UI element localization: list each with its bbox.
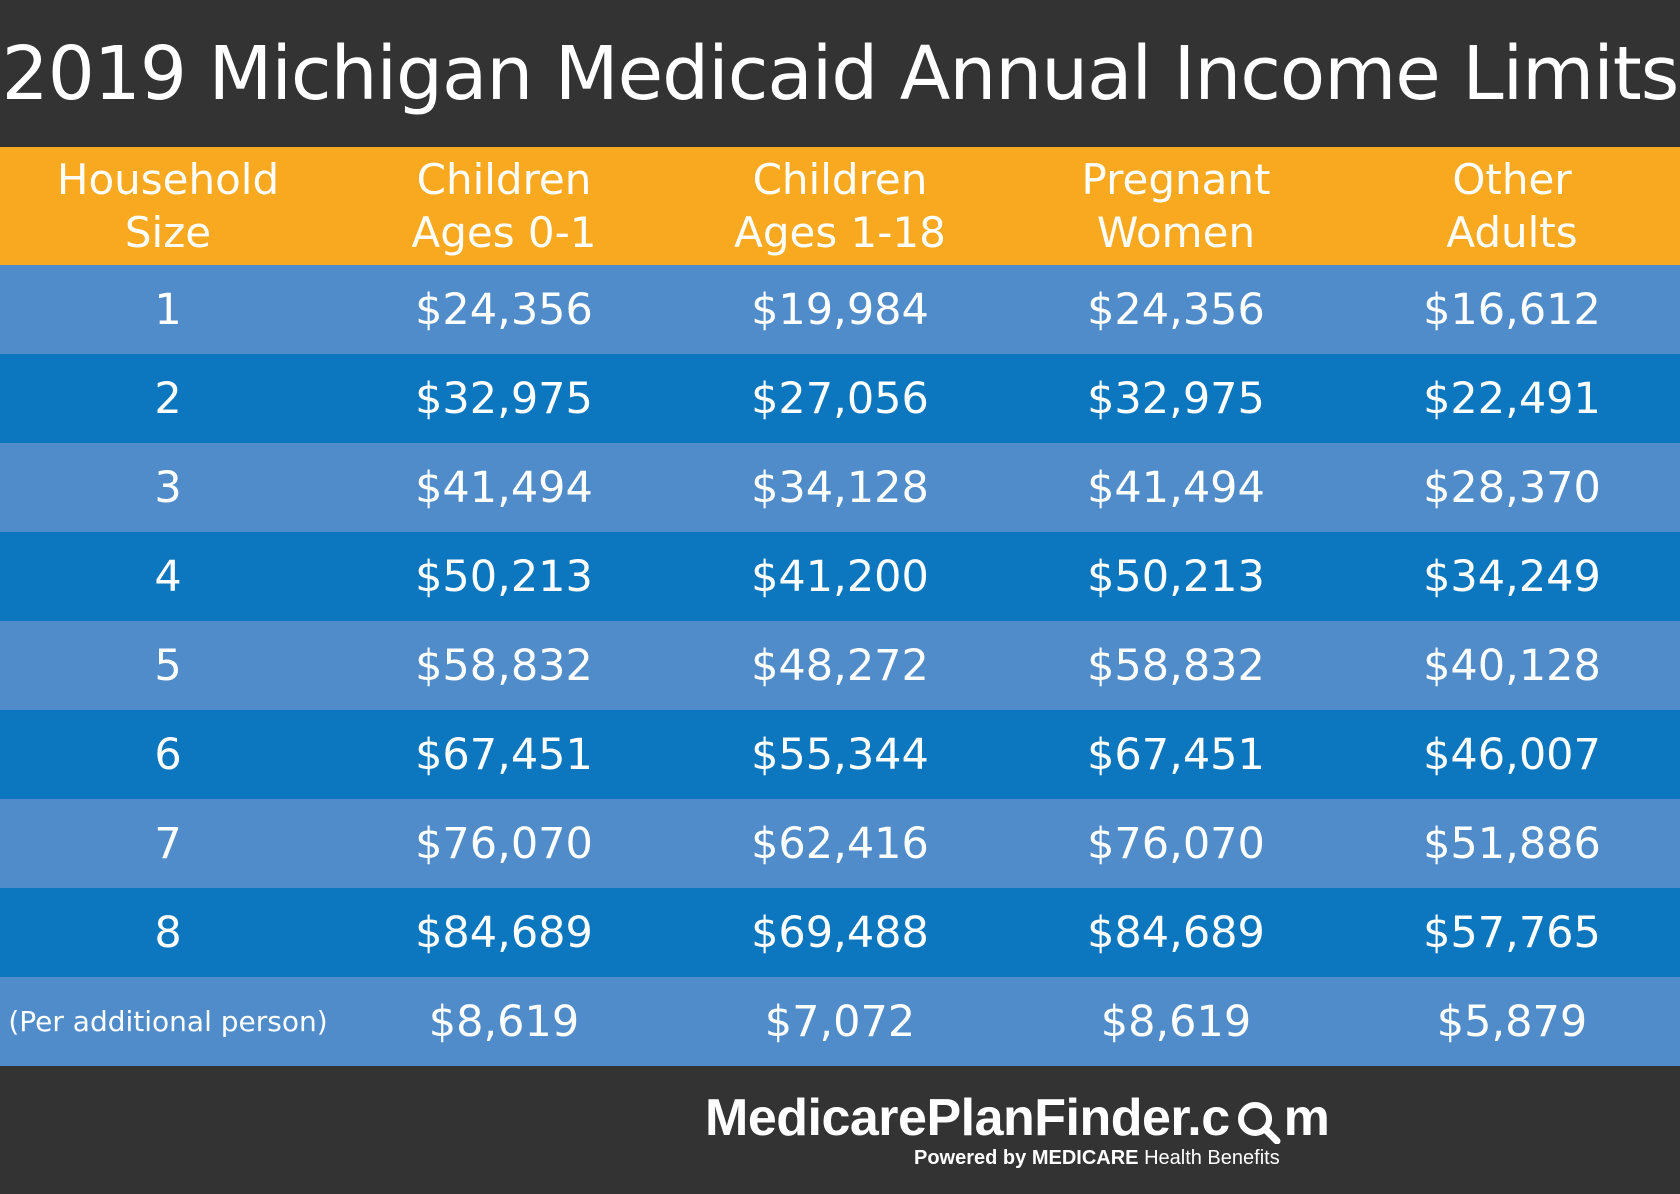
table-row: 4 $50,213 $41,200 $50,213 $34,249 — [0, 532, 1680, 621]
income-limit-cell: $32,975 — [1087, 373, 1265, 424]
income-limit-cell: $34,128 — [751, 462, 929, 513]
column-header-label: Household Size — [56, 155, 280, 257]
income-limit-cell: $41,200 — [751, 551, 929, 602]
income-limit-cell: $51,886 — [1423, 818, 1601, 869]
income-limit-cell: $34,249 — [1423, 551, 1601, 602]
income-limit-cell: $28,370 — [1423, 462, 1601, 513]
tagline-rest: Health Benefits — [1144, 1147, 1280, 1169]
column-header: Children Ages 1-18 — [672, 147, 1008, 265]
income-limit-cell: $67,451 — [415, 729, 593, 780]
income-limit-cell: $50,213 — [1087, 551, 1265, 602]
income-limit-cell: $57,765 — [1423, 907, 1601, 958]
income-limit-cell: $67,451 — [1087, 729, 1265, 780]
table-row: 3 $41,494 $34,128 $41,494 $28,370 — [0, 443, 1680, 532]
income-limit-cell: $40,128 — [1423, 640, 1601, 691]
tagline: Powered by MEDICARE Health Benefits — [914, 1147, 1294, 1170]
household-size-cell: (Per additional person) — [8, 1005, 328, 1038]
income-limit-cell: $55,344 — [751, 729, 929, 780]
household-size-cell: 5 — [154, 640, 182, 691]
income-limit-cell: $84,689 — [415, 907, 593, 958]
income-limit-cell: $5,879 — [1436, 996, 1588, 1047]
table-header: Household Size Children Ages 0-1 Children … — [0, 147, 1680, 265]
brand-name-part1: MedicarePlanFinder.c — [705, 1089, 1230, 1147]
tagline-powered: Powered by — [914, 1147, 1027, 1169]
column-header: Household Size — [0, 147, 336, 265]
column-header-label: Pregnant Women — [1081, 155, 1271, 257]
column-header: Children Ages 0-1 — [336, 147, 672, 265]
column-header: Pregnant Women — [1008, 147, 1344, 265]
income-limit-cell: $41,494 — [415, 462, 593, 513]
table-row: 7 $76,070 $62,416 $76,070 $51,886 — [0, 799, 1680, 888]
table-row: 1 $24,356 $19,984 $24,356 $16,612 — [0, 265, 1680, 354]
footer: MedicarePlanFinder.c m Powered by MEDICA… — [0, 1068, 1680, 1194]
column-header-label: Other Adults — [1446, 155, 1578, 257]
brand-logo: MedicarePlanFinder.c m — [705, 1088, 1330, 1148]
tagline-medicare: MEDICARE — [1031, 1147, 1139, 1169]
income-limit-cell: $27,056 — [751, 373, 929, 424]
income-limit-cell: $50,213 — [415, 551, 593, 602]
page-title: 2019 Michigan Medicaid Annual Income Lim… — [1, 30, 1680, 117]
income-limit-cell: $76,070 — [415, 818, 593, 869]
income-limit-cell: $24,356 — [415, 284, 593, 335]
table-row: 2 $32,975 $27,056 $32,975 $22,491 — [0, 354, 1680, 443]
income-limit-cell: $76,070 — [1087, 818, 1265, 869]
brand-name-part2: m — [1283, 1089, 1330, 1147]
income-limit-cell: $58,832 — [415, 640, 593, 691]
column-header-label: Children Ages 0-1 — [411, 155, 597, 257]
income-limit-cell: $46,007 — [1423, 729, 1601, 780]
magnifier-o-icon — [1232, 1092, 1284, 1145]
household-size-cell: 2 — [154, 373, 182, 424]
income-limit-cell: $58,832 — [1087, 640, 1265, 691]
title-bar: 2019 Michigan Medicaid Annual Income Lim… — [0, 0, 1680, 147]
column-header-label: Children Ages 1-18 — [734, 155, 946, 257]
household-size-cell: 1 — [154, 284, 182, 335]
income-limit-cell: $62,416 — [751, 818, 929, 869]
income-limit-cell: $69,488 — [751, 907, 929, 958]
table-body: 1 $24,356 $19,984 $24,356 $16,612 2 $32,975 $27… — [0, 265, 1680, 1066]
income-limit-cell: $22,491 — [1423, 373, 1601, 424]
table-row: 5 $58,832 $48,272 $58,832 $40,128 — [0, 621, 1680, 710]
household-size-cell: 4 — [154, 551, 182, 602]
column-header: Other Adults — [1344, 147, 1680, 265]
household-size-cell: 8 — [154, 907, 182, 958]
income-limit-cell: $8,619 — [428, 996, 580, 1047]
income-limit-cell: $16,612 — [1423, 284, 1601, 335]
household-size-cell: 6 — [154, 729, 182, 780]
household-size-cell: 7 — [154, 818, 182, 869]
income-limit-cell: $7,072 — [764, 996, 916, 1047]
table-row: 6 $67,451 $55,344 $67,451 $46,007 — [0, 710, 1680, 799]
income-limit-cell: $19,984 — [751, 284, 929, 335]
income-limit-cell: $48,272 — [751, 640, 929, 691]
income-limit-cell: $8,619 — [1100, 996, 1252, 1047]
income-limit-cell: $32,975 — [415, 373, 593, 424]
household-size-cell: 3 — [154, 462, 182, 513]
income-limit-cell: $41,494 — [1087, 462, 1265, 513]
income-limit-cell: $24,356 — [1087, 284, 1265, 335]
table-row: 8 $84,689 $69,488 $84,689 $57,765 — [0, 888, 1680, 977]
income-limit-cell: $84,689 — [1087, 907, 1265, 958]
table-row: (Per additional person) $8,619 $7,072 $8,61… — [0, 977, 1680, 1066]
